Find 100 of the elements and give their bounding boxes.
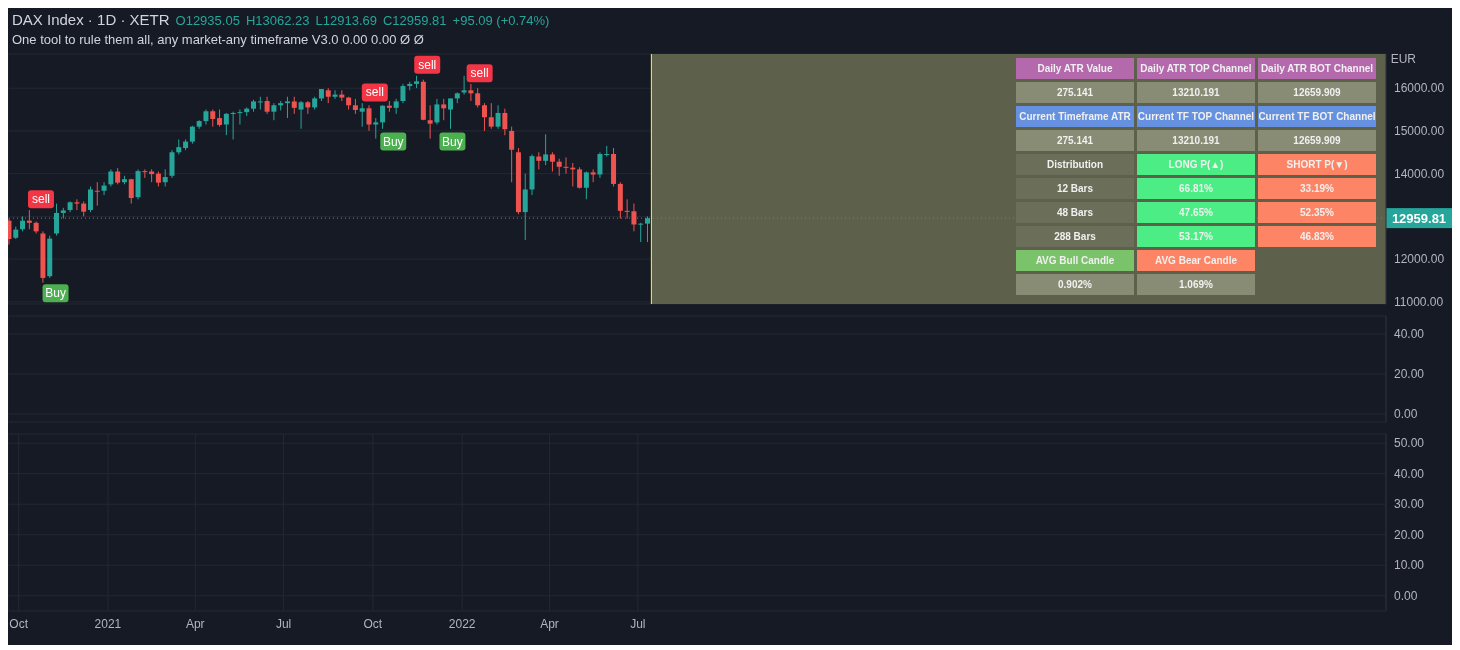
text: Daily ATR Value bbox=[1037, 63, 1113, 74]
text: LONG P(▲) bbox=[1168, 159, 1224, 170]
y-tick-label: 11000.00 bbox=[1394, 295, 1444, 310]
candlestick bbox=[305, 100, 311, 115]
text: 275.141 bbox=[1056, 135, 1094, 146]
candlestick bbox=[427, 104, 433, 140]
y-tick-label: 15000.00 bbox=[1394, 124, 1445, 139]
y-tick-label: 40.00 bbox=[1394, 327, 1425, 342]
candlestick bbox=[101, 181, 107, 196]
text: 12 Bars bbox=[1056, 183, 1094, 194]
candlestick bbox=[332, 89, 338, 100]
candlestick bbox=[74, 198, 80, 211]
text: 66.81% bbox=[1179, 183, 1213, 194]
x-tick-label: Jul bbox=[275, 616, 292, 631]
text: 275.141 bbox=[1056, 87, 1094, 98]
text: +95.09 (+0.74%) bbox=[452, 13, 550, 28]
candlestick bbox=[359, 102, 365, 128]
y-tick-label: 16000.00 bbox=[1394, 81, 1445, 96]
candlestick bbox=[373, 117, 379, 140]
text: Daily ATR BOT Channel bbox=[1260, 63, 1374, 74]
candlestick bbox=[237, 109, 243, 126]
text: AVG Bull Candle bbox=[1035, 255, 1115, 266]
chart-title: DAX Index · 1D · XETR bbox=[12, 11, 170, 28]
candlestick bbox=[26, 209, 32, 230]
chart-subtitle: One tool to rule them all, any market-any timeframe V3.0 0.00 0.00 Ø Ø bbox=[12, 32, 425, 47]
y-tick-label: 0.00 bbox=[1394, 589, 1418, 603]
candlestick bbox=[583, 171, 589, 200]
text: 0.902% bbox=[1058, 279, 1092, 290]
x-tick-label: 2021 bbox=[94, 616, 122, 631]
x-tick-label: Apr bbox=[185, 616, 205, 631]
candlestick bbox=[475, 87, 481, 108]
text: SHORT P(▼) bbox=[1286, 159, 1348, 170]
candlestick bbox=[128, 178, 134, 205]
text: O12935.05 bbox=[175, 13, 240, 28]
candlestick bbox=[577, 166, 583, 190]
text: 12659.909 bbox=[1293, 135, 1341, 146]
text: 46.83% bbox=[1300, 231, 1334, 242]
y-tick-label: 10.00 bbox=[1394, 558, 1425, 573]
candlestick bbox=[441, 98, 447, 121]
candlestick bbox=[481, 102, 487, 132]
text: L12913.69 bbox=[315, 13, 377, 28]
candlestick bbox=[366, 104, 372, 132]
candlestick bbox=[488, 102, 494, 130]
candlestick bbox=[380, 104, 386, 130]
y-tick-label: 20.00 bbox=[1394, 527, 1425, 542]
candlestick bbox=[223, 112, 229, 136]
candlestick bbox=[434, 98, 440, 126]
candlestick bbox=[461, 75, 467, 96]
text: 1.069% bbox=[1179, 279, 1213, 290]
text: H13062.23 bbox=[245, 13, 310, 28]
x-tick-label: Apr bbox=[540, 616, 559, 631]
text: C12959.81 bbox=[382, 13, 447, 28]
candlestick bbox=[400, 83, 406, 104]
text: 13210.191 bbox=[1172, 135, 1220, 146]
candlestick bbox=[638, 222, 644, 243]
candlestick bbox=[257, 96, 263, 111]
candlestick bbox=[597, 151, 603, 179]
y-tick-label: 50.00 bbox=[1394, 436, 1425, 451]
y-tick-label: 20.00 bbox=[1394, 367, 1425, 382]
text: 48 Bars bbox=[1056, 207, 1094, 218]
text: 13210.191 bbox=[1172, 87, 1220, 98]
text: Current TF BOT Channel bbox=[1258, 111, 1376, 122]
text: 288 Bars bbox=[1054, 231, 1096, 242]
candlestick bbox=[509, 126, 515, 183]
candlestick bbox=[230, 111, 236, 140]
candlestick bbox=[94, 181, 100, 207]
candlestick bbox=[271, 102, 277, 121]
candlestick bbox=[298, 100, 304, 130]
text: Current TF TOP Channel bbox=[1137, 111, 1255, 122]
x-tick-label: 2022 bbox=[448, 616, 476, 631]
text: 52.35% bbox=[1300, 207, 1334, 218]
candlestick bbox=[448, 97, 454, 130]
text: 53.17% bbox=[1179, 231, 1213, 242]
y-axis-title: EUR bbox=[1390, 52, 1416, 66]
text: Distribution bbox=[1046, 159, 1104, 170]
candlestick bbox=[522, 173, 528, 241]
x-tick-label: Jul bbox=[630, 616, 646, 631]
text: Daily ATR TOP Channel bbox=[1140, 63, 1252, 74]
candlestick bbox=[543, 133, 549, 166]
candlestick bbox=[284, 96, 290, 119]
candlestick bbox=[502, 108, 508, 136]
text: Current Timeframe ATR bbox=[1019, 111, 1131, 122]
text: 12659.909 bbox=[1293, 87, 1341, 98]
ref-line-label: 12959.81 bbox=[1391, 211, 1447, 227]
candlestick bbox=[87, 185, 93, 213]
candlestick bbox=[604, 145, 610, 158]
x-tick-label: Oct bbox=[363, 616, 383, 631]
y-tick-label: 14000.00 bbox=[1394, 166, 1445, 181]
candlestick bbox=[169, 149, 175, 179]
y-tick-label: 30.00 bbox=[1394, 497, 1425, 512]
x-tick-label: Oct bbox=[9, 616, 29, 631]
y-tick-label: 0.00 bbox=[1394, 407, 1418, 422]
text: AVG Bear Candle bbox=[1154, 255, 1238, 266]
y-tick-label: 12000.00 bbox=[1394, 252, 1445, 267]
candlestick bbox=[495, 104, 501, 130]
text: 47.65% bbox=[1179, 207, 1213, 218]
candlestick bbox=[563, 156, 569, 175]
text: 33.19% bbox=[1300, 183, 1334, 194]
candlestick bbox=[468, 83, 474, 102]
y-tick-label: 40.00 bbox=[1394, 466, 1425, 481]
